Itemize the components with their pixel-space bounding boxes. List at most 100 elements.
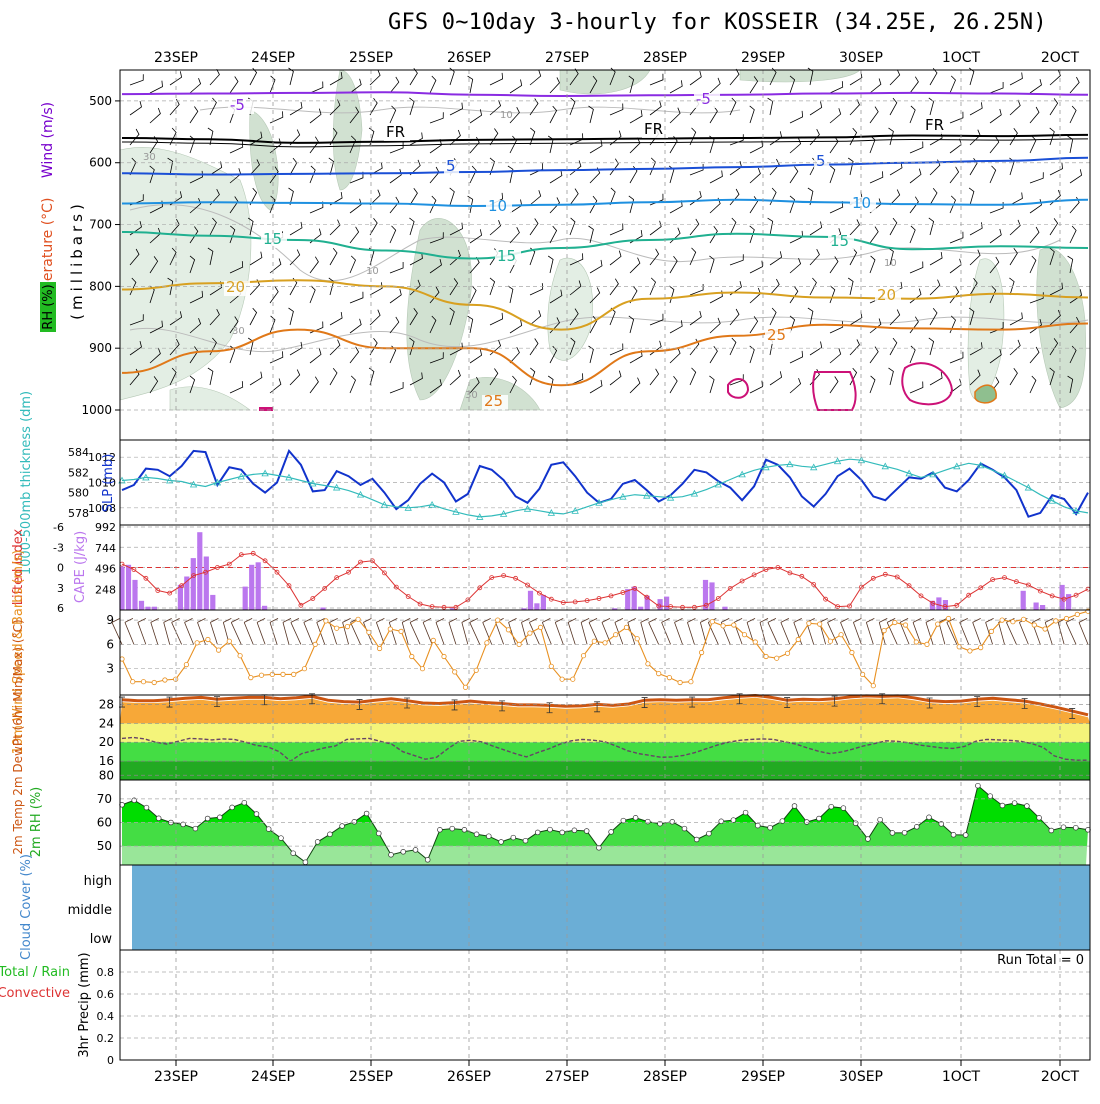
panel-precip-frame [119,949,1091,1061]
lifted-index-point [584,598,590,603]
wind-speed-point [1020,616,1027,622]
thickness-marker [523,504,532,512]
wind-barb [349,375,356,394]
wind-barb [401,622,409,645]
cape-ylabel-left: Lifted Index [11,528,26,605]
wind-barb [669,107,681,124]
wind-barb [289,341,303,356]
wind-barb-flag [700,618,709,623]
wind-barb [1049,247,1055,266]
y-tick-label: 800 [89,279,112,293]
wind-barb [529,127,536,146]
wind-barb [569,97,576,116]
wind-barb [569,217,576,236]
cape-bar [612,608,618,610]
thickness-marker [499,510,508,517]
wind-barb [422,622,433,645]
wind-barb [529,98,539,116]
cape-bar [203,556,209,610]
wind-speed-point [130,679,136,685]
wind-barb [229,141,244,154]
wind-barb [541,622,552,645]
wind-barb-flag [482,618,491,623]
rh-point [950,832,957,838]
wind-barb [1029,255,1037,274]
wind-barb [769,278,780,296]
wind-barb [946,622,958,645]
thickness-marker [833,457,842,465]
wind-barb [809,101,823,116]
wind-speed-point [484,640,490,646]
wind-barb [689,338,700,356]
wind-barb [469,622,481,645]
wind-barb [547,375,554,394]
wind-barb [209,97,217,116]
wind-barb [189,226,199,244]
date-label-top: 28SEP [643,50,687,66]
wind-barb [489,128,499,146]
wind-barb [269,166,279,184]
wind-barb [469,285,477,304]
temp-tick-label: 16 [99,754,114,768]
precip-tick-label: 0.2 [97,1032,115,1045]
y-tick-label: 700 [89,218,112,232]
cape-bar [320,607,326,610]
wind-barb [567,622,576,645]
wind-barb [780,622,791,645]
wind-barb [809,341,823,356]
wind-barb [369,69,381,86]
wind-barb [729,308,740,326]
wind-barb [329,72,343,86]
wind-barb [609,223,624,236]
isotherm-label-bg [224,281,250,296]
thickness-marker [142,473,150,481]
wind-barb-flag [171,618,180,623]
slp-ylabel-right: SLP (mb) [101,454,116,513]
wind-barb [849,367,858,386]
cloud-cover-fill [132,865,1090,950]
wind-barb [909,288,922,304]
rh-point [229,804,235,811]
wind-barb-flag [184,618,193,623]
wind-barb [288,307,294,326]
wind-barb [1067,255,1074,274]
wind-speed-point [709,619,715,625]
wind-barb [649,157,656,176]
rh-point [388,852,394,858]
isotherm-label: -5 [696,90,711,108]
rh-contour-0 [129,204,1061,282]
wind-barb [789,378,802,394]
wind-barb [589,379,603,394]
wind-barb [409,132,423,146]
lifted-index-point [453,604,459,610]
cape-bar [644,595,650,610]
wind-barb [449,67,455,86]
wind-barb [249,131,263,146]
lifted-index-point [513,575,518,581]
wind-barb-flag [687,618,696,623]
cloud-ylabel: Cloud Cover (%) [19,854,34,960]
wind-speed-point [516,641,522,648]
wind-barb [169,338,180,356]
wind-barb-flag [197,618,206,623]
wind-barb [669,80,683,94]
wind-barb [809,221,823,236]
cape-bar [1040,605,1046,610]
wind-barb [789,138,802,154]
wind-barb [707,622,719,645]
wind-barb [1029,79,1042,94]
wind-barb [489,368,499,386]
isotherm-0-secondary [121,138,1089,148]
wind-barb [429,259,442,274]
wind-barb [938,622,946,645]
wind-barb [749,260,763,274]
dewpoint-line [121,736,1088,762]
wind-speed-point [1010,619,1016,625]
wind-speed-point [398,628,404,635]
rh-label: 30 [465,390,478,401]
wind-barb [589,195,598,214]
wind-barb [899,622,910,645]
thickness-marker [762,463,770,471]
wind-barb [469,136,480,154]
wind-barb [169,71,183,86]
